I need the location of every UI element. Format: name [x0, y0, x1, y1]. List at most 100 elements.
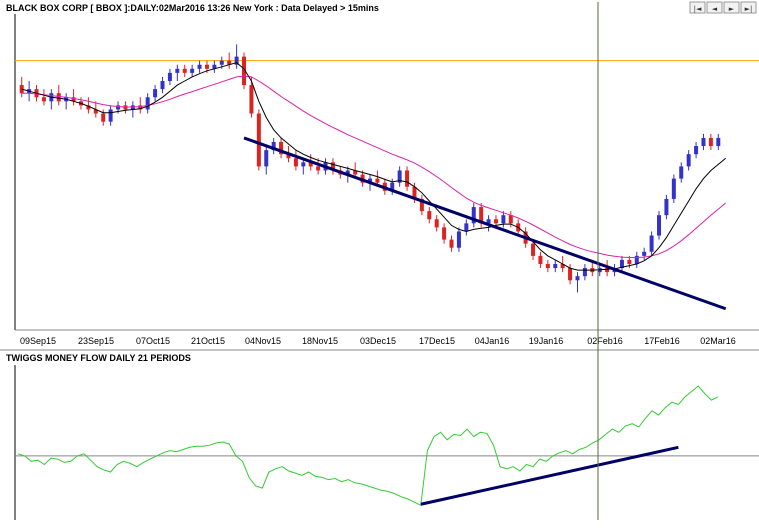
date-tick-label: 21Oct15 — [191, 336, 225, 346]
candle-body — [582, 268, 587, 277]
candle-body — [108, 109, 113, 122]
candle-body — [634, 255, 639, 264]
candle-body — [227, 60, 232, 65]
date-tick-label: 23Sep15 — [78, 336, 114, 346]
candle-body — [657, 215, 662, 236]
candle-body — [531, 243, 536, 256]
candle-body — [545, 264, 550, 269]
last-button-glyph: ►| — [745, 5, 753, 13]
first-button-glyph: |◄ — [694, 5, 702, 13]
navigation-buttons: |◄ ◄ ► ►| — [689, 1, 757, 14]
candle-body — [708, 137, 713, 147]
candle-body — [375, 178, 380, 183]
candle-body — [397, 170, 402, 183]
prev-button[interactable]: ◄ — [706, 1, 723, 14]
prev-button-glyph: ◄ — [712, 5, 718, 13]
first-button-box — [689, 1, 706, 14]
date-tick-label: 19Jan16 — [529, 336, 564, 346]
money-flow-trendline — [420, 445, 679, 506]
money-flow-panel: TWIGGS MONEY FLOW DAILY 21 PERIODS — [0, 349, 759, 520]
date-tick-label: 02Mar16 — [700, 336, 736, 346]
candle-body — [642, 251, 647, 256]
money-flow-plot-area — [15, 385, 759, 507]
candle-body — [486, 219, 491, 224]
candle-body — [619, 259, 624, 269]
candle-body — [627, 259, 632, 264]
candle-body — [649, 235, 654, 252]
candle-body — [560, 264, 565, 269]
candle-body — [182, 68, 187, 73]
price-plot-area — [15, 44, 759, 311]
candle-body — [101, 113, 106, 122]
candle-body — [160, 81, 165, 90]
candle-body — [568, 268, 573, 281]
candle-body — [286, 154, 291, 159]
price-trendline — [243, 136, 727, 311]
candle-body — [93, 109, 98, 114]
candle-body — [316, 166, 321, 171]
candle-body — [293, 158, 298, 167]
price-panel: BLACK BOX CORP [ BBOX ]:DAILY:02Mar2016 … — [6, 1, 759, 346]
candle-body — [686, 154, 691, 167]
date-tick-label: 07Oct15 — [136, 336, 170, 346]
candle-body — [167, 72, 172, 81]
candle-body — [456, 231, 461, 248]
candle-body — [390, 182, 395, 191]
date-tick-label: 18Nov15 — [302, 336, 338, 346]
candle-body — [701, 137, 706, 147]
candle-body — [716, 137, 721, 147]
candle-body — [493, 219, 498, 224]
candle-body — [471, 207, 476, 224]
candle-body — [264, 150, 269, 167]
candle-body — [175, 68, 180, 73]
last-button[interactable]: ►| — [740, 1, 757, 14]
candle-body — [197, 64, 202, 69]
next-button-glyph: ► — [729, 5, 735, 13]
candle-body — [145, 97, 150, 110]
candle-body — [679, 166, 684, 179]
candle-body — [279, 142, 284, 155]
candle-body — [412, 186, 417, 199]
first-button[interactable]: |◄ — [689, 1, 706, 14]
candle-body — [694, 146, 699, 155]
candle-body — [138, 105, 143, 110]
candle-body — [345, 170, 350, 175]
money-flow-line — [17, 385, 719, 507]
candle-body — [330, 162, 335, 171]
date-axis: 09Sep15 23Sep15 07Oct15 21Oct15 04Nov15 18Nov… — [20, 336, 736, 346]
date-tick-label: 02Feb16 — [587, 336, 623, 346]
price-chart-title: BLACK BOX CORP [ BBOX ]:DAILY:02Mar2016 … — [6, 3, 379, 13]
money-flow-title: TWIGGS MONEY FLOW DAILY 21 PERIODS — [6, 353, 191, 363]
candle-body — [449, 239, 454, 248]
candle-body — [419, 198, 424, 212]
date-tick-label: 04Jan16 — [475, 336, 510, 346]
candle-body — [86, 105, 91, 110]
candle-body — [464, 223, 469, 232]
date-tick-label: 17Dec15 — [419, 336, 455, 346]
candle-body — [308, 162, 313, 167]
candle-body — [605, 268, 610, 273]
candle-body — [664, 198, 669, 216]
candle-body — [301, 162, 306, 167]
candle-body — [442, 227, 447, 240]
date-tick-label: 03Dec15 — [360, 336, 396, 346]
date-tick-label: 09Sep15 — [20, 336, 56, 346]
candle-body — [116, 105, 121, 110]
candle-body — [249, 85, 254, 114]
date-tick-label: 17Feb16 — [644, 336, 680, 346]
candle-body — [508, 215, 513, 224]
candle-body — [56, 93, 61, 102]
last-button-box — [740, 1, 757, 14]
candle-body — [501, 215, 506, 224]
candle-body — [204, 64, 209, 69]
candle-body — [256, 113, 261, 167]
candle-body — [671, 178, 676, 199]
candle-body — [479, 207, 484, 224]
prev-button-box — [706, 1, 723, 14]
candle-body — [219, 60, 224, 65]
candle-body — [271, 142, 276, 151]
next-button-box — [723, 1, 740, 14]
next-button[interactable]: ► — [723, 1, 740, 14]
candle-body — [538, 255, 543, 264]
candle-body — [434, 219, 439, 228]
